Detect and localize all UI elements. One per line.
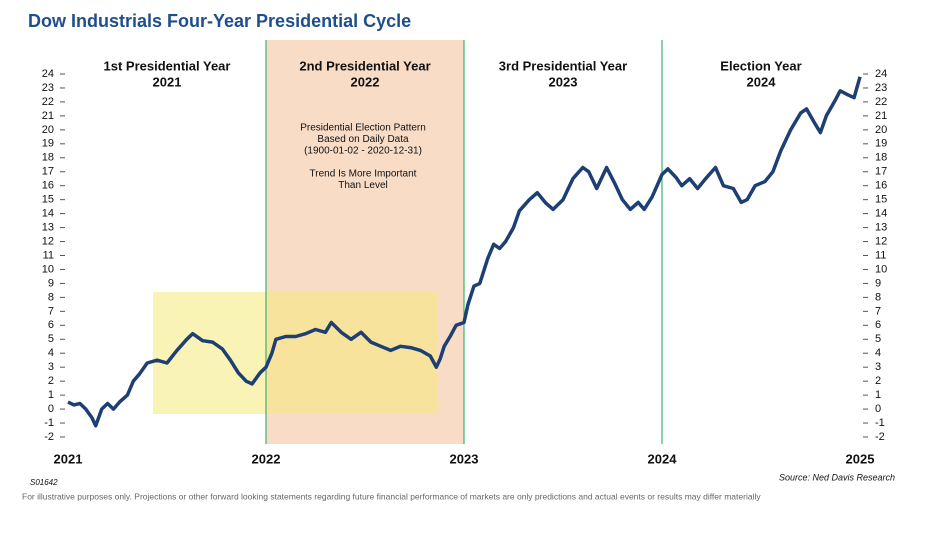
- y2-tick-label: 10: [875, 263, 887, 275]
- period-year: 2021: [153, 74, 182, 89]
- y-tick-label: 6: [48, 319, 54, 331]
- y2-tick-label: 15: [875, 194, 887, 206]
- x-tick-label: 2023: [450, 451, 479, 466]
- y2-tick-label: -1: [875, 417, 885, 429]
- annotation-line: Than Level: [338, 180, 387, 191]
- y-tick-label: 14: [42, 208, 54, 220]
- y-tick-label: 17: [42, 166, 54, 178]
- y-tick-label: 5: [48, 333, 54, 345]
- period-title: 2nd Presidential Year: [299, 58, 430, 73]
- y-tick-label: 4: [48, 347, 54, 359]
- y-tick-label: 8: [48, 291, 54, 303]
- y2-tick-label: 8: [875, 291, 881, 303]
- x-tick-label: 2021: [54, 451, 83, 466]
- y2-tick-label: 2: [875, 375, 881, 387]
- y-tick-label: 16: [42, 180, 54, 192]
- y2-tick-label: 13: [875, 221, 887, 233]
- annotation-line: Presidential Election Pattern: [300, 123, 426, 134]
- y2-tick-label: 7: [875, 305, 881, 317]
- y-tick-label: 19: [42, 138, 54, 150]
- y2-tick-label: 21: [875, 110, 887, 122]
- y-tick-label: 13: [42, 221, 54, 233]
- period-title: 1st Presidential Year: [104, 58, 231, 73]
- chart-title: Dow Industrials Four-Year Presidential C…: [28, 11, 411, 31]
- y2-tick-label: 19: [875, 138, 887, 150]
- y-tick-label: 12: [42, 235, 54, 247]
- x-tick-label: 2024: [648, 451, 678, 466]
- y-tick-label: 20: [42, 124, 54, 136]
- y-tick-label: -2: [44, 431, 54, 443]
- y2-tick-label: 17: [875, 166, 887, 178]
- y2-tick-label: 5: [875, 333, 881, 345]
- y-tick-label: 3: [48, 361, 54, 373]
- y-tick-label: 23: [42, 82, 54, 94]
- y2-tick-label: 16: [875, 180, 887, 192]
- y2-tick-label: -2: [875, 431, 885, 443]
- y-tick-label: 1: [48, 389, 54, 401]
- y2-tick-label: 11: [875, 249, 886, 261]
- y-tick-label: 10: [42, 263, 54, 275]
- y2-tick-label: 14: [875, 208, 887, 220]
- annotation-line: Trend Is More Important: [310, 169, 417, 180]
- y2-tick-label: 6: [875, 319, 881, 331]
- y-tick-label: 0: [48, 403, 54, 415]
- y-tick-label: -1: [44, 417, 54, 429]
- y2-tick-label: 9: [875, 277, 881, 289]
- y-tick-label: 21: [42, 110, 54, 122]
- y2-tick-label: 23: [875, 82, 887, 94]
- period-title: 3rd Presidential Year: [499, 58, 627, 73]
- y2-tick-label: 0: [875, 403, 881, 415]
- y2-tick-label: 3: [875, 361, 881, 373]
- y2-tick-label: 12: [875, 235, 887, 247]
- y2-tick-label: 18: [875, 152, 887, 164]
- period-year: 2022: [351, 74, 380, 89]
- code: S01642: [30, 478, 58, 487]
- y-tick-label: 22: [42, 96, 54, 108]
- y2-tick-label: 20: [875, 124, 887, 136]
- series-line: [67, 76, 862, 428]
- y-tick-label: 7: [48, 305, 54, 317]
- y-tick-label: 2: [48, 375, 54, 387]
- y-tick-label: 9: [48, 277, 54, 289]
- y-tick-label: 15: [42, 194, 54, 206]
- y-tick-label: 11: [43, 249, 54, 261]
- period-year: 2024: [747, 74, 777, 89]
- y2-tick-label: 22: [875, 96, 887, 108]
- y2-tick-label: 1: [875, 389, 881, 401]
- x-tick-label: 2022: [252, 451, 281, 466]
- period-title: Election Year: [720, 58, 801, 73]
- source: Source: Ned Davis Research: [779, 472, 895, 482]
- y-tick-label: 24: [42, 68, 54, 80]
- x-tick-label: 2025: [846, 451, 875, 466]
- y-tick-label: 18: [42, 152, 54, 164]
- period-year: 2023: [549, 74, 578, 89]
- y2-tick-label: 4: [875, 347, 881, 359]
- annotation-line: (1900-01-02 - 2020-12-31): [304, 146, 422, 157]
- footnote: For illustrative purposes only. Projecti…: [22, 491, 761, 501]
- highlight-box: [153, 292, 437, 414]
- y2-tick-label: 24: [875, 68, 887, 80]
- annotation-line: Based on Daily Data: [317, 134, 409, 145]
